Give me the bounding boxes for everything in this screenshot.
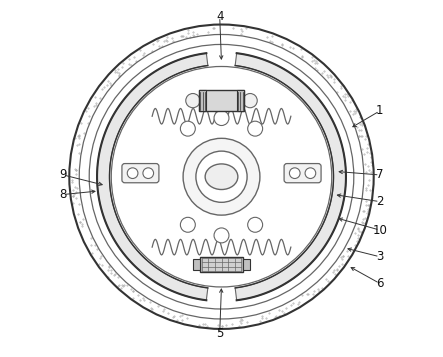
Text: 9: 9 (59, 169, 67, 181)
Ellipse shape (205, 164, 238, 190)
Text: 2: 2 (376, 195, 384, 208)
Circle shape (243, 94, 257, 108)
Bar (193, 259, 200, 270)
Circle shape (143, 168, 154, 178)
Circle shape (289, 168, 300, 178)
Circle shape (248, 217, 263, 232)
Polygon shape (97, 53, 208, 300)
Bar (199, 90, 244, 111)
Text: 8: 8 (59, 188, 67, 201)
Polygon shape (235, 53, 346, 300)
Bar (243, 259, 250, 270)
Circle shape (196, 151, 247, 202)
Circle shape (127, 168, 138, 178)
Bar (200, 257, 243, 272)
Text: 1: 1 (376, 105, 384, 117)
Text: 7: 7 (376, 169, 384, 181)
Text: 10: 10 (372, 223, 387, 237)
Circle shape (214, 111, 229, 126)
Circle shape (180, 217, 195, 232)
Text: 3: 3 (376, 250, 384, 263)
FancyBboxPatch shape (284, 164, 321, 183)
Circle shape (180, 121, 195, 136)
Circle shape (183, 138, 260, 215)
Circle shape (186, 94, 200, 108)
Text: 4: 4 (216, 10, 223, 23)
Bar (199, 90, 206, 111)
Text: 6: 6 (376, 277, 384, 290)
FancyBboxPatch shape (122, 164, 159, 183)
Circle shape (248, 121, 263, 136)
Text: 5: 5 (216, 327, 223, 340)
Circle shape (305, 168, 316, 178)
Bar (237, 90, 244, 111)
Circle shape (214, 228, 229, 243)
